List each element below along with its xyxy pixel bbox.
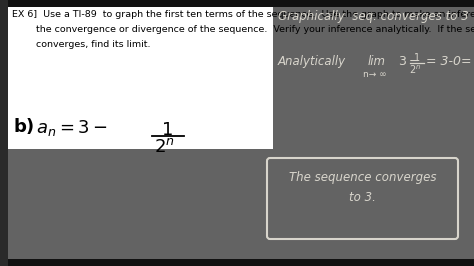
Text: $2^n$: $2^n$ [409,64,421,76]
Text: n→ ∞: n→ ∞ [363,70,387,79]
Text: b): b) [14,118,35,136]
Text: 1: 1 [162,121,173,139]
Text: $3-$: $3-$ [398,55,419,68]
Text: converges, find its limit.: converges, find its limit. [12,40,151,49]
Bar [0,0,8,266]
Bar [0,0,474,7]
Bar [0,259,474,266]
Text: The sequence converges: The sequence converges [289,171,436,184]
Text: EX 6]  Use a TI-89  to graph the first ten terms of the sequence.  Use the graph: EX 6] Use a TI-89 to graph the first ten… [12,10,474,19]
Text: the convergence or divergence of the sequence.  Verify your inference analytical: the convergence or divergence of the seq… [12,25,474,34]
Text: lim: lim [368,55,386,68]
Text: to 3.: to 3. [349,191,376,204]
Text: = 3-0= 3: = 3-0= 3 [426,55,474,68]
FancyBboxPatch shape [267,158,458,239]
Bar [8,0,273,149]
Text: $a_n = 3 -$: $a_n = 3 -$ [36,118,108,138]
Text: 1: 1 [414,53,420,63]
Text: $2^n$: $2^n$ [154,138,174,156]
Text: Analytically: Analytically [278,55,346,68]
Text: Graphically  seq. converges to 3: Graphically seq. converges to 3 [278,10,469,23]
